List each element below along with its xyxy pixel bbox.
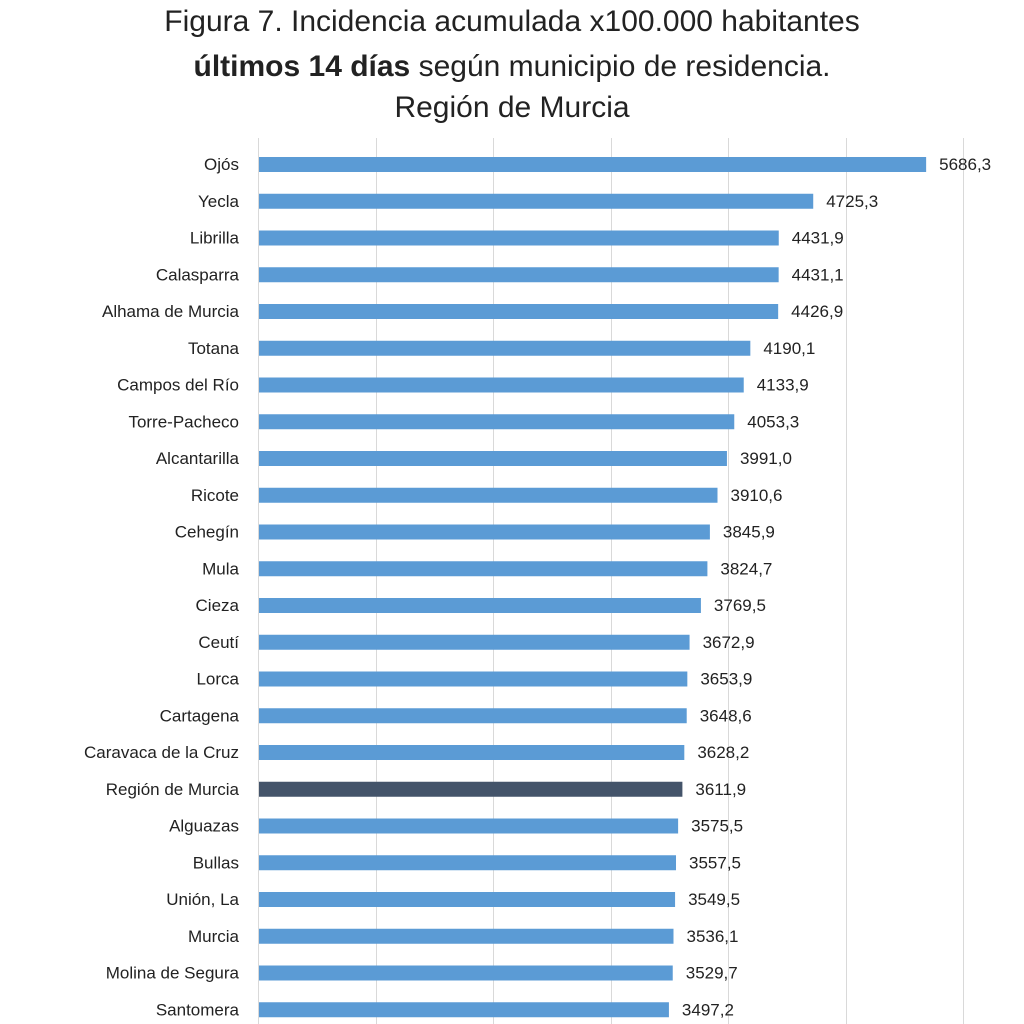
bar: [259, 304, 779, 319]
value-label: 3549,5: [688, 890, 740, 909]
chart-title-line-3: Región de Murcia: [394, 91, 630, 124]
value-label: 3575,5: [691, 817, 743, 836]
category-label: Región de Murcia: [106, 780, 240, 799]
bar: [259, 230, 779, 246]
bar: [259, 1002, 669, 1018]
bar: [259, 855, 677, 871]
value-label: 3536,1: [686, 927, 738, 946]
bar: [259, 671, 688, 687]
category-label: Cieza: [196, 596, 240, 615]
bar: [259, 487, 718, 503]
bar: [259, 157, 927, 172]
category-label: Alcantarilla: [156, 449, 240, 468]
value-label: 3769,5: [714, 596, 766, 615]
category-label: Cehegín: [175, 523, 239, 542]
value-label: 3991,0: [740, 449, 792, 468]
bar: [259, 634, 690, 650]
bar: [259, 524, 710, 540]
category-label: Mula: [202, 559, 239, 578]
bar: [259, 377, 744, 393]
category-label: Campos del Río: [117, 376, 239, 395]
category-label: Calasparra: [156, 265, 240, 284]
value-label: 3824,7: [720, 559, 772, 578]
bar: [259, 451, 727, 466]
value-label: 4053,3: [747, 412, 799, 431]
value-label: 4431,1: [792, 265, 844, 284]
bars: [259, 157, 927, 1018]
chart-title-rest-part: según municipio de residencia.: [410, 50, 831, 83]
category-label: Caravaca de la Cruz: [84, 743, 239, 762]
value-label: 3497,2: [682, 1000, 734, 1019]
category-label: Yecla: [198, 192, 240, 211]
bar: [259, 561, 708, 577]
chart-title-bold-part: últimos 14 días: [193, 50, 411, 83]
bar: [259, 340, 751, 356]
bar: [259, 745, 685, 760]
value-label: 4431,9: [792, 229, 844, 248]
value-label: 3611,9: [695, 780, 746, 799]
category-label: Molina de Segura: [106, 964, 240, 983]
category-label: Alguazas: [169, 817, 239, 836]
category-label: Alhama de Murcia: [102, 302, 240, 321]
chart-title-line-2: últimos 14 días según municipio de resid…: [0, 47, 1024, 87]
category-label: Ojós: [204, 155, 239, 174]
value-label: 3653,9: [700, 670, 752, 689]
category-label: Murcia: [188, 927, 240, 946]
value-label: 4426,9: [791, 302, 843, 321]
gridlines: [258, 138, 964, 1024]
bar: [259, 781, 683, 797]
category-label: Bullas: [193, 853, 239, 872]
value-label: 4190,1: [763, 339, 815, 358]
value-label: 4725,3: [826, 192, 878, 211]
category-labels: Ojós Yecla Librilla Calasparra Alhama de Mur…: [84, 155, 240, 1019]
bar: [259, 928, 674, 944]
category-label: Totana: [188, 339, 240, 358]
category-label: Torre-Pacheco: [128, 412, 239, 431]
category-label: Santomera: [156, 1000, 240, 1019]
bar: [259, 598, 701, 613]
value-label: 3628,2: [697, 743, 749, 762]
category-label: Cartagena: [160, 706, 240, 725]
value-label: 3910,6: [730, 486, 782, 505]
value-label: 3529,7: [686, 964, 738, 983]
value-label: 5686,3: [939, 155, 991, 174]
bar: [259, 193, 814, 209]
value-label: 3648,6: [700, 706, 752, 725]
bar: [259, 818, 679, 834]
category-label: Ricote: [191, 486, 239, 505]
category-label: Ceutí: [198, 633, 239, 652]
bar: [259, 892, 676, 907]
value-label: 3672,9: [703, 633, 755, 652]
category-label: Lorca: [196, 670, 239, 689]
bar: [259, 965, 673, 981]
bar: [259, 267, 779, 283]
category-label: Unión, La: [166, 890, 239, 909]
bar: [259, 414, 735, 430]
category-label: Librilla: [190, 229, 240, 248]
value-label: 4133,9: [757, 376, 809, 395]
value-labels: 5686,3 4725,3 4431,9 4431,1 4426,9 4190,1 4133…: [682, 155, 991, 1019]
value-label: 3557,5: [689, 853, 741, 872]
value-label: 3845,9: [723, 523, 775, 542]
bar: [259, 708, 687, 724]
chart-title-line-1: Figura 7. Incidencia acumulada x100.000 …: [164, 5, 860, 38]
